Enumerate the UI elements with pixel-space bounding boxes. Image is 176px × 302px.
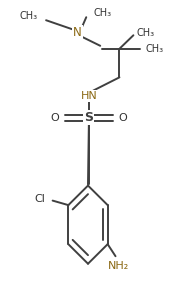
Text: CH₃: CH₃ [146, 44, 164, 54]
Text: Cl: Cl [35, 194, 46, 204]
Text: N: N [73, 26, 82, 39]
Text: CH₃: CH₃ [19, 11, 37, 21]
Text: NH₂: NH₂ [108, 261, 129, 271]
Text: CH₃: CH₃ [137, 28, 155, 38]
Text: HN: HN [80, 91, 97, 101]
Text: O: O [119, 113, 127, 123]
Text: S: S [84, 111, 93, 124]
Text: O: O [51, 113, 59, 123]
Text: CH₃: CH₃ [93, 8, 111, 18]
